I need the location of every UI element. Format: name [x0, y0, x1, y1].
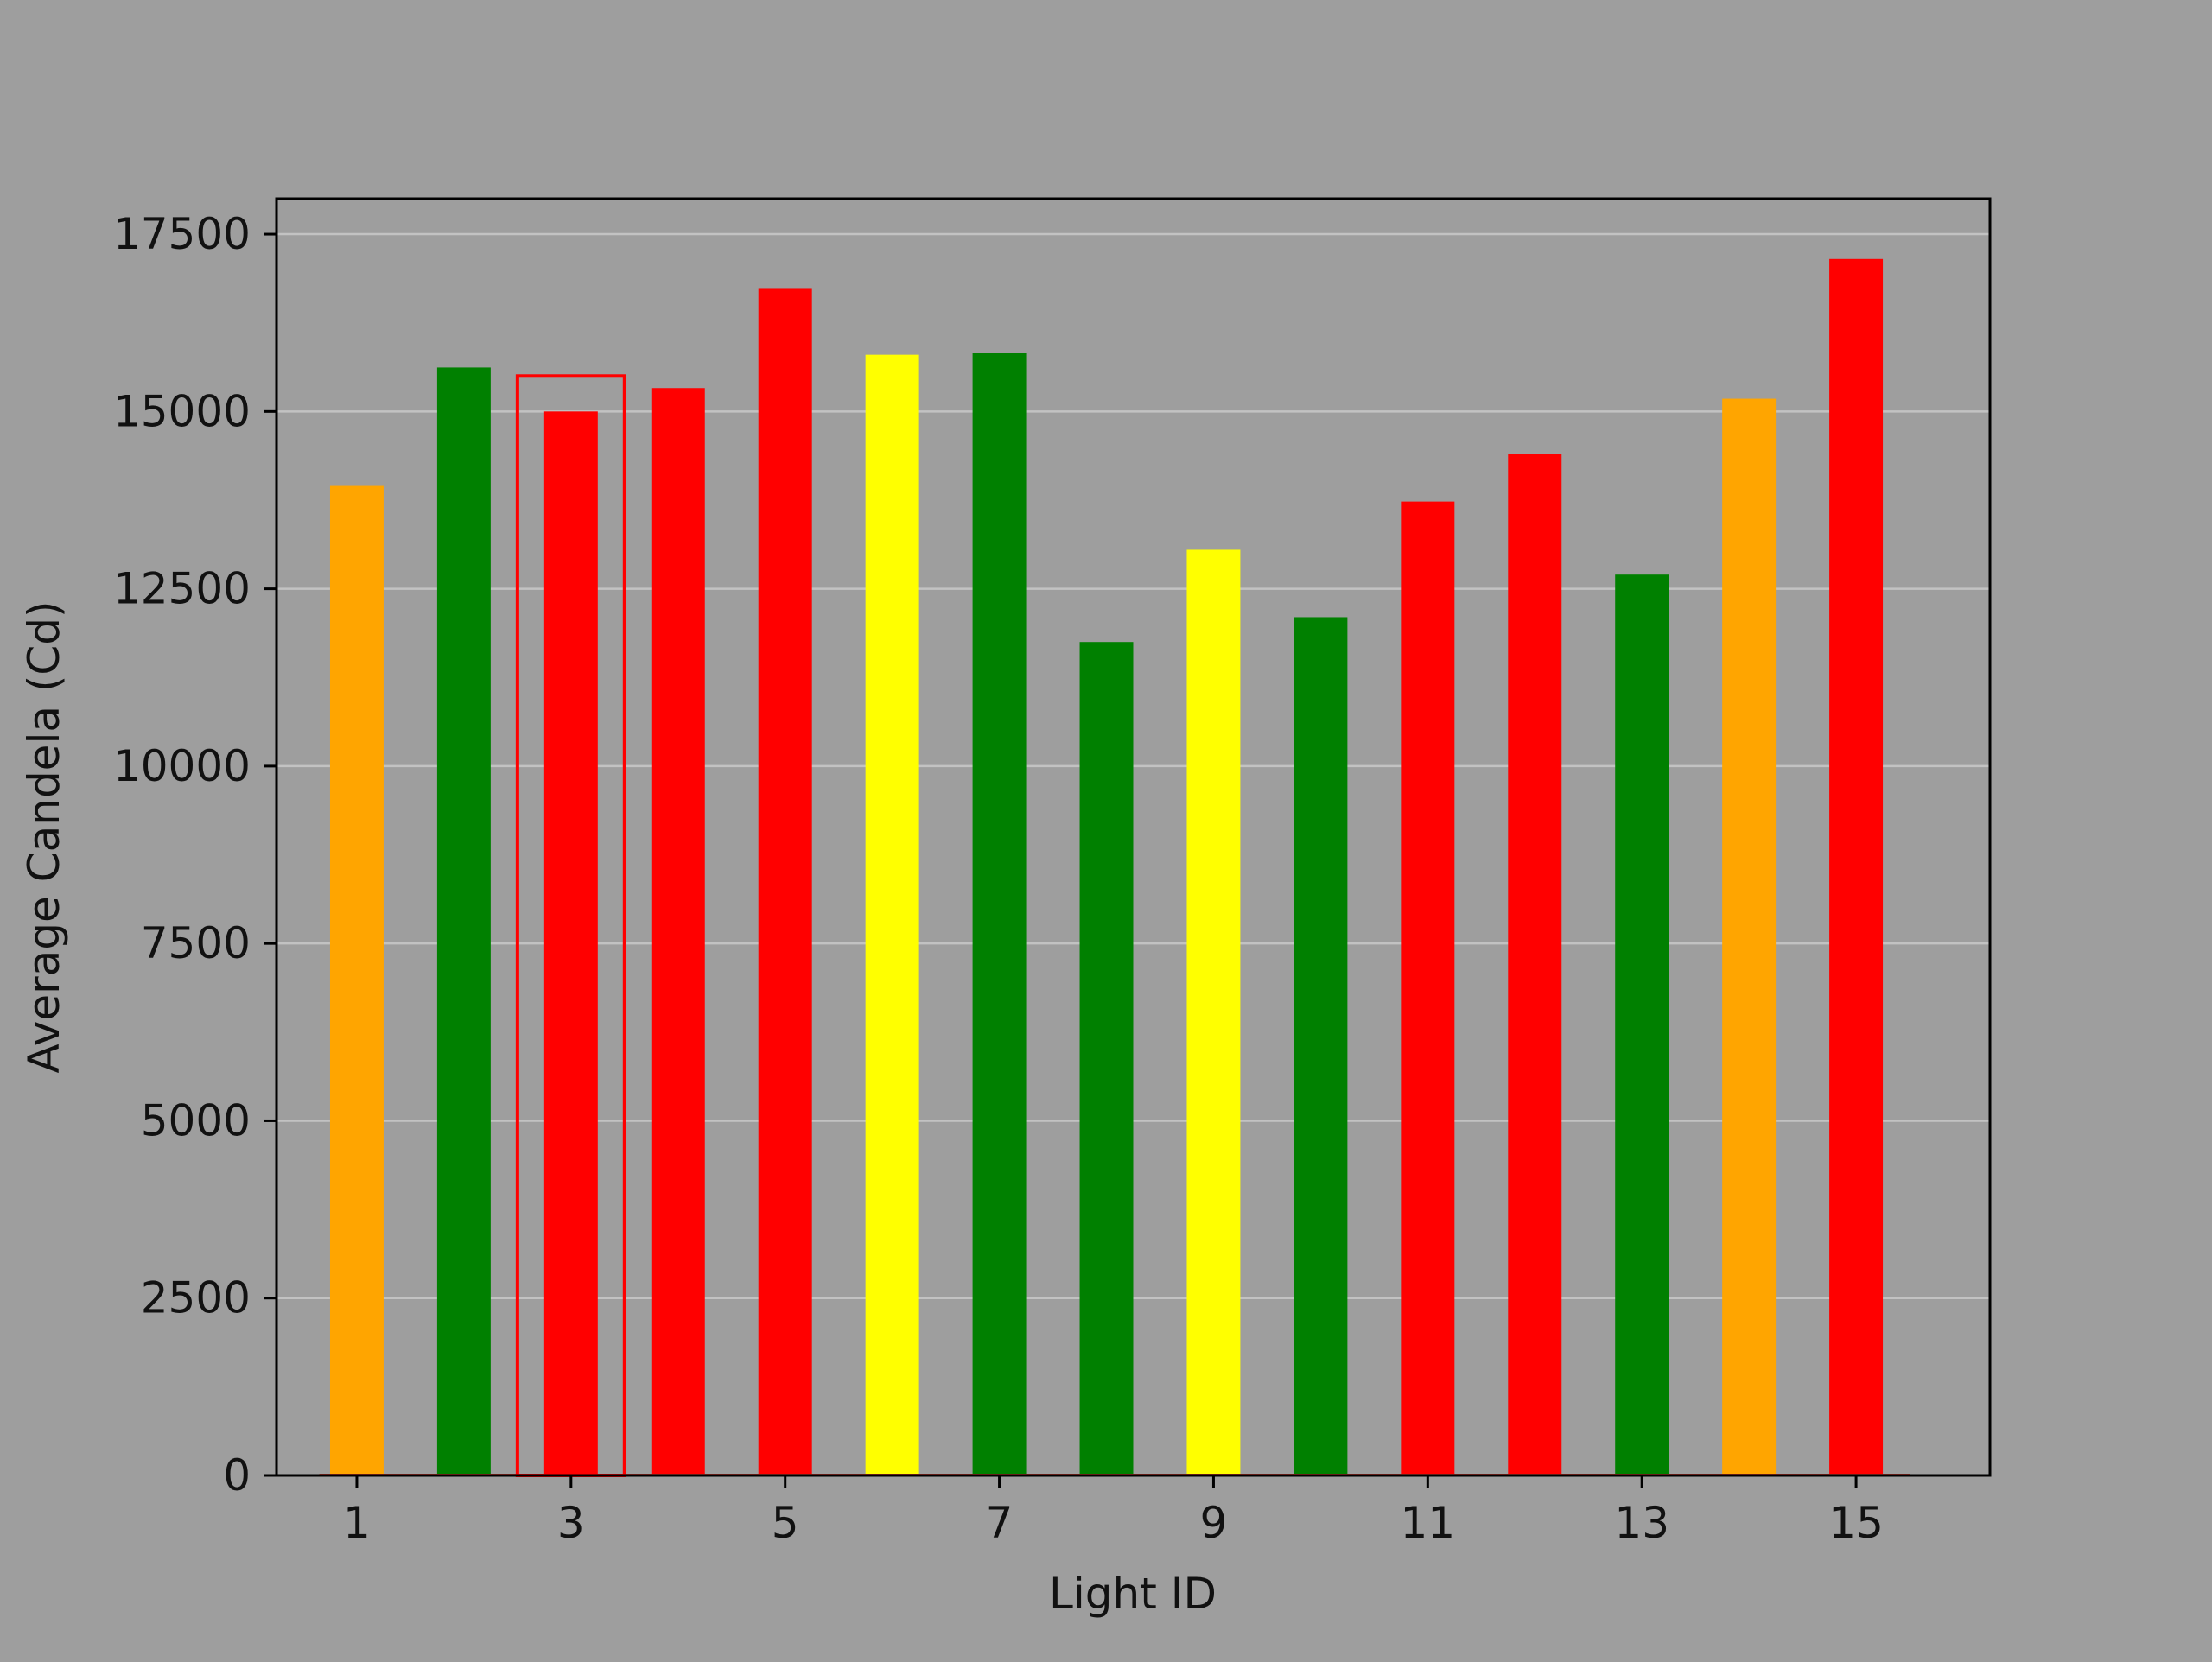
x-tick-label: 15	[1828, 1498, 1884, 1548]
bar	[1722, 398, 1777, 1475]
bar	[758, 288, 812, 1476]
bar	[1186, 549, 1241, 1476]
y-tick-label: 10000	[113, 741, 251, 791]
y-tick-label: 0	[223, 1450, 251, 1500]
x-tick-label: 1	[343, 1498, 371, 1548]
bar	[1079, 642, 1134, 1475]
bar	[1508, 454, 1562, 1475]
y-tick-label: 2500	[141, 1273, 251, 1323]
x-tick-label: 9	[1200, 1498, 1228, 1548]
x-axis-label: Light ID	[1049, 1569, 1217, 1619]
y-tick-label: 7500	[141, 918, 251, 968]
bar	[865, 354, 919, 1476]
bar	[329, 485, 384, 1475]
x-tick-label: 5	[772, 1498, 799, 1548]
y-tick-label: 5000	[141, 1095, 251, 1145]
bar	[543, 411, 598, 1475]
y-tick-label: 17500	[113, 209, 251, 259]
bar	[436, 367, 491, 1475]
bar	[651, 388, 705, 1475]
y-axis-label: Average Candela (Cd)	[19, 600, 69, 1073]
bar	[1401, 501, 1455, 1475]
bar	[1615, 574, 1669, 1475]
bars-layer	[319, 258, 1910, 1476]
y-tick-label: 12500	[113, 564, 251, 614]
x-axis: 1 3 5 7 9 11 13 15	[343, 1475, 1884, 1548]
x-tick-label: 11	[1401, 1498, 1456, 1548]
bar	[972, 353, 1027, 1476]
x-tick-label: 3	[557, 1498, 585, 1548]
bar	[1829, 258, 1884, 1475]
y-tick-label: 15000	[113, 386, 251, 436]
y-axis: 0 2500 5000 7500 10000 12500 15000 17500	[113, 209, 276, 1500]
bar	[1294, 617, 1348, 1475]
x-tick-label: 7	[986, 1498, 1014, 1548]
plot-frame	[275, 197, 1992, 1477]
x-tick-label: 13	[1614, 1498, 1669, 1548]
